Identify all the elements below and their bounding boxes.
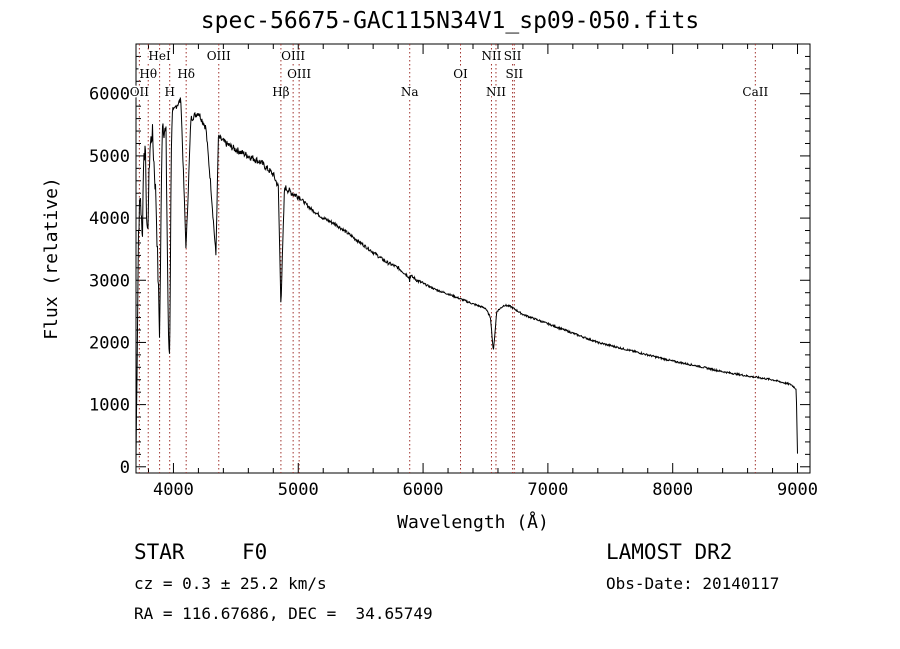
y-axis-label: Flux (relative) — [41, 177, 62, 340]
object-subclass: F0 — [242, 540, 268, 564]
spectral-line-label: Hθ — [139, 67, 157, 81]
spectral-line-label: NII — [486, 85, 506, 99]
x-tick-label: 5000 — [278, 480, 319, 500]
spectral-line-label: Hβ — [272, 85, 289, 99]
x-tick-label: 4000 — [153, 480, 194, 500]
spectral-line-label: OIII — [207, 49, 231, 63]
spectral-line-label: OIII — [281, 49, 305, 63]
spectral-line-label: Na — [401, 85, 419, 99]
x-tick-label: 9000 — [777, 480, 818, 500]
redshift-cz: cz = 0.3 ± 25.2 km/s — [134, 574, 327, 593]
y-tick-label: 3000 — [89, 271, 130, 291]
spectrum-series-line — [135, 97, 798, 461]
x-tick-label: 7000 — [527, 480, 568, 500]
observation-date: Obs-Date: 20140117 — [606, 574, 780, 593]
spectral-line-label: SII — [504, 49, 522, 63]
spectral-line-label: CaII — [742, 85, 768, 99]
spectral-line-label: Hδ — [177, 67, 195, 81]
coordinates: RA = 116.67686, DEC = 34.65749 — [134, 604, 433, 623]
y-tick-label: 6000 — [89, 85, 130, 105]
plot-frame — [135, 43, 811, 474]
spectral-line-label: OII — [130, 85, 150, 99]
spectral-line-label: NII — [481, 49, 501, 63]
survey-label: LAMOST DR2 — [606, 540, 733, 564]
object-class: STAR — [134, 540, 185, 564]
y-tick-label: 4000 — [89, 209, 130, 229]
spectral-line-label: OI — [453, 67, 468, 81]
y-tick-label: 0 — [120, 458, 130, 478]
spectral-line-label: H — [164, 85, 174, 99]
y-tick-label: 1000 — [89, 396, 130, 416]
spectral-line-label: OIII — [287, 67, 311, 81]
spectral-line-label: SII — [505, 67, 523, 81]
y-tick-label: 5000 — [89, 147, 130, 167]
x-tick-label: 8000 — [652, 480, 693, 500]
x-axis-label: Wavelength (Å) — [397, 511, 549, 533]
y-tick-label: 2000 — [89, 333, 130, 353]
x-tick-label: 6000 — [403, 480, 444, 500]
chart-title: spec-56675-GAC115N34V1_sp09-050.fits — [200, 8, 700, 34]
spectral-line-label: HeI — [148, 49, 171, 63]
